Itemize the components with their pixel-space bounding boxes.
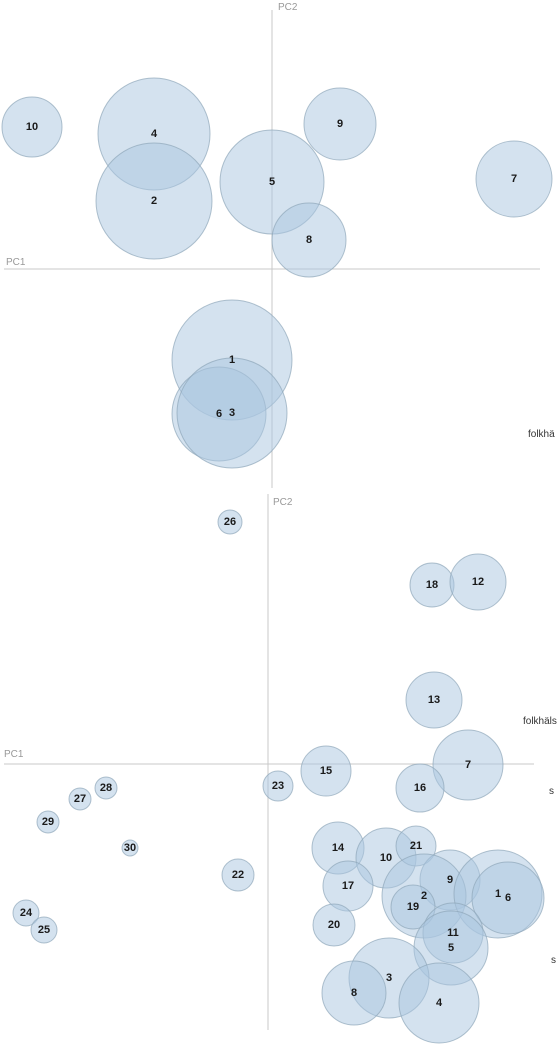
chart-2-bubble-label-17: 17	[342, 880, 354, 892]
chart-2-bubble-label-29: 29	[42, 816, 54, 828]
chart-2-bubble-label-30: 30	[124, 842, 136, 854]
chart-2-x-axis-label: PC1	[4, 749, 24, 760]
chart-2-bubble-12	[449, 553, 507, 611]
chart-2-bubble-label-15: 15	[320, 765, 332, 777]
chart-2-bubble-13	[405, 671, 463, 729]
chart-2-bubble-label-25: 25	[38, 924, 50, 936]
chart-2-bubble-label-2: 2	[421, 890, 427, 902]
chart-2-bubble-label-5: 5	[448, 942, 454, 954]
chart-1-bubble-label-8: 8	[306, 234, 312, 246]
chart-2-bubble-label-27: 27	[74, 793, 86, 805]
chart-2-bubble-label-21: 21	[410, 840, 422, 852]
chart-2-bubble-label-7: 7	[465, 759, 471, 771]
chart-2-bubble-label-23: 23	[272, 780, 284, 792]
chart-2-bubble-7	[432, 729, 504, 801]
chart-2-y-axis-label: PC2	[273, 497, 293, 508]
chart-1-bubble-label-3: 3	[229, 407, 235, 419]
chart-2-bubble-label-22: 22	[232, 869, 244, 881]
chart-2-bubble-label-13: 13	[428, 694, 440, 706]
chart-1-bubble-label-5: 5	[269, 176, 275, 188]
chart-2-bubble-label-12: 12	[472, 576, 484, 588]
chart-2-bubble-19	[390, 884, 436, 930]
chart-1-bubble-label-9: 9	[337, 118, 343, 130]
chart-2-bubbles: 26 18 12 13 7 15 23 16 27 28 29 30 14 10 21 22 17 9 219 1 6 2…	[12, 509, 545, 1044]
chart-2-bubble-30	[121, 839, 139, 857]
chart-2-bubble-16	[395, 763, 445, 813]
chart-2-bubble-20	[312, 903, 356, 947]
chart-2-side-label-3: s	[551, 955, 556, 966]
chart-2-bubble-label-24: 24	[20, 907, 33, 919]
chart-2-bubble-15	[300, 745, 352, 797]
chart-2-bubble-label-28: 28	[100, 782, 112, 794]
chart-1-bubble-3	[176, 357, 288, 469]
chart-2-bubble-28	[94, 776, 118, 800]
chart-2-bubble-22	[221, 858, 255, 892]
chart-1-side-label-1: folkhä	[528, 429, 555, 440]
chart-2-side-label-1: folkhäls	[523, 716, 557, 727]
chart-2-bubble-label-9: 9	[447, 874, 453, 886]
chart-1-bubble-2	[95, 142, 213, 260]
chart-1-bubble-7	[475, 140, 553, 218]
chart-2-bubble-6	[471, 861, 545, 935]
chart-2-side-label-2: s	[549, 786, 554, 797]
chart-2-bubble-label-11: 11	[447, 927, 459, 939]
chart-1-x-axis-label: PC1	[6, 257, 26, 268]
chart-1: PC2 PC1 10 4 2 9 5 7 8 1 6 3 folkhä	[1, 2, 555, 488]
chart-1-bubble-label-1: 1	[229, 354, 235, 366]
chart-2-bubble-label-3: 3	[386, 972, 392, 984]
chart-1-bubble-label-6: 6	[216, 408, 222, 420]
chart-1-bubble-8	[271, 202, 347, 278]
chart-1-bubbles: 10 4 2 9 5 7 8 1 6 3	[1, 77, 553, 469]
chart-2-bubble-label-26: 26	[224, 516, 236, 528]
chart-2-bubble-4	[398, 962, 480, 1044]
chart-2-bubble-25	[30, 916, 58, 944]
chart-1-bubble-9	[303, 87, 377, 161]
chart-2-bubble-label-16: 16	[414, 782, 426, 794]
chart-2-bubble-label-14: 14	[332, 842, 345, 854]
chart-2-bubble-24	[12, 899, 40, 927]
chart-2-bubble-label-4: 4	[436, 997, 443, 1009]
chart-2-bubble-8	[321, 960, 387, 1026]
chart-1-bubble-label-10: 10	[26, 121, 38, 133]
chart-2-bubble-label-1: 1	[495, 888, 501, 900]
chart-2-bubble-label-18: 18	[426, 579, 438, 591]
chart-2-bubble-label-19: 19	[407, 901, 419, 913]
chart-2-bubble-label-10: 10	[380, 852, 392, 864]
chart-1-bubble-label-2: 2	[151, 195, 157, 207]
chart-2-bubble-26	[217, 509, 243, 535]
chart-2-bubble-label-20: 20	[328, 919, 340, 931]
chart-2-bubble-29	[36, 810, 60, 834]
chart-2-bubble-27	[68, 787, 92, 811]
chart-2-bubble-23	[262, 770, 294, 802]
chart-1-y-axis-label: PC2	[278, 2, 298, 13]
chart-1-bubble-label-7: 7	[511, 173, 517, 185]
chart-2-bubble-label-8: 8	[351, 987, 357, 999]
chart-1-bubble-10	[1, 96, 63, 158]
chart-2-bubble-label-6: 6	[505, 892, 511, 904]
chart-1-bubble-label-4: 4	[151, 128, 158, 140]
